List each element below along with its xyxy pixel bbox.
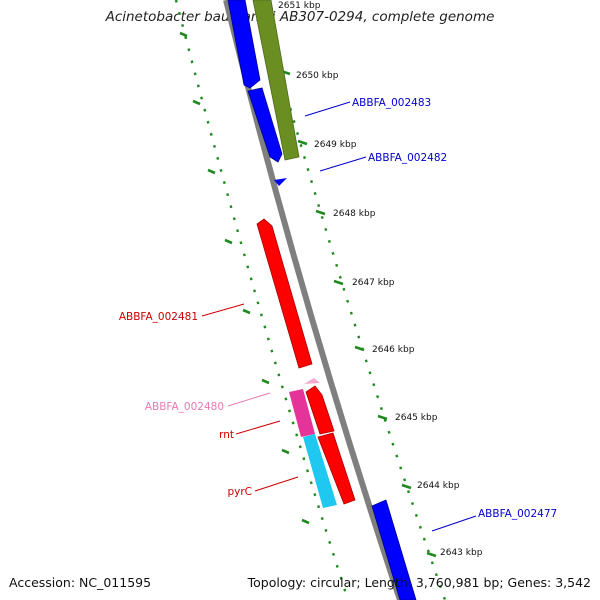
gene-label-rnt: rnt xyxy=(219,429,234,441)
gene-block-cyan xyxy=(303,434,337,508)
tick-label-2644: 2644 kbp xyxy=(417,481,460,491)
gene-block-abbfa-002477 xyxy=(371,499,417,600)
map-title: Acinetobacter baumannii AB307-0294, comp… xyxy=(105,9,495,25)
gene-leader-lines xyxy=(201,101,477,532)
genome-summary-text: Topology: circular; Length: 3,760,981 bp… xyxy=(247,575,591,590)
gene-block-pyrc xyxy=(317,432,356,505)
tick-label-2645: 2645 kbp xyxy=(395,413,438,423)
tick-label-2650: 2650 kbp xyxy=(296,71,339,81)
gene-label-abbfa-002483: ABBFA_002483 xyxy=(352,97,431,109)
gene-block-abbfa-002481 xyxy=(256,218,313,369)
gene-label-abbfa-002480: ABBFA_002480 xyxy=(145,401,224,413)
gene-block-small-blue xyxy=(274,178,287,186)
gene-label-abbfa-002482: ABBFA_002482 xyxy=(368,152,447,164)
tick-label-2647: 2647 kbp xyxy=(352,278,395,288)
gene-block-abbfa-002482 xyxy=(247,87,283,163)
kbp-tick-labels: 2651 kbp 2650 kbp 2649 kbp 2648 kbp 2647… xyxy=(278,1,483,558)
gene-labels: ABBFA_002483 ABBFA_002482 ABBFA_002481 A… xyxy=(119,97,557,520)
gene-label-abbfa-002481: ABBFA_002481 xyxy=(119,311,198,323)
inner-tick-marks xyxy=(179,31,310,525)
tick-label-2643: 2643 kbp xyxy=(440,548,483,558)
tick-label-2649: 2649 kbp xyxy=(314,140,357,150)
gene-block-rnt xyxy=(305,385,335,435)
orf-green-block xyxy=(252,0,300,161)
gene-label-abbfa-002477: ABBFA_002477 xyxy=(478,508,557,520)
gene-block-magenta xyxy=(289,389,315,437)
gene-block-abbfa-002483 xyxy=(227,0,261,89)
tick-label-2651: 2651 kbp xyxy=(278,1,321,11)
tick-label-2646: 2646 kbp xyxy=(372,345,415,355)
dotted-guide-arcs xyxy=(174,0,447,600)
outer-tick-marks xyxy=(280,69,437,558)
gene-label-pyrc: pyrC xyxy=(227,486,252,498)
gene-block-abbfa-002480 xyxy=(304,378,320,384)
accession-text: Accession: NC_011595 xyxy=(9,575,152,590)
tick-label-2648: 2648 kbp xyxy=(333,209,376,219)
